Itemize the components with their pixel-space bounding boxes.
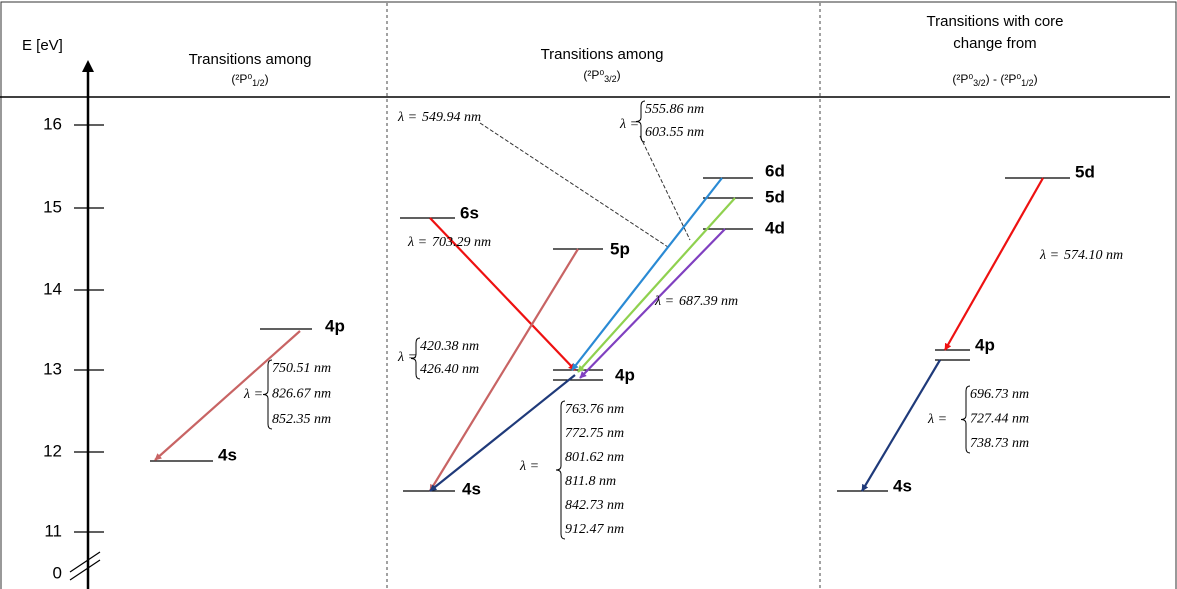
term-subscript: 3/2 — [604, 74, 617, 84]
transition-arrow — [944, 177, 1044, 351]
axis-break — [69, 551, 101, 581]
brace — [262, 359, 273, 430]
lambda-prefix: λ = — [407, 235, 427, 250]
transition-arrow — [571, 177, 723, 371]
brace — [960, 385, 971, 454]
tick-label: 13 — [43, 359, 62, 378]
axis-arrow — [82, 60, 94, 72]
lambda-prefix: λ = — [397, 110, 417, 125]
wavelength: 727.44 nm — [970, 412, 1029, 427]
wavelength: 738.73 nm — [970, 436, 1029, 451]
wavelength: 687.39 nm — [679, 294, 738, 309]
transition-arrow — [429, 217, 576, 371]
tick-label: 16 — [43, 114, 62, 133]
term-subscript: 3/2 — [973, 78, 986, 88]
lambda-prefix: λ = — [1039, 248, 1059, 263]
axis-label: E [eV] — [22, 37, 63, 54]
brace — [410, 337, 421, 380]
term-symbol: (²P⁰3/2) - (²P⁰1/2) — [952, 72, 1037, 88]
lambda-prefix: λ = — [243, 387, 263, 402]
level-label: 4p — [325, 316, 345, 335]
column-title: Transitions with core — [927, 13, 1064, 30]
transition-arrow — [429, 248, 579, 492]
term-text: (²P⁰ — [231, 72, 252, 86]
pointer-line — [479, 122, 669, 248]
level-label: 6s — [460, 203, 479, 222]
level-label: 6d — [765, 161, 785, 180]
wavelength: 912.47 nm — [565, 522, 624, 537]
wavelength: 555.86 nm — [645, 102, 704, 117]
brace — [635, 100, 646, 143]
column-title: change from — [953, 35, 1036, 52]
level-label: 5d — [1075, 162, 1095, 181]
transition-arrow — [861, 359, 941, 492]
term-text: ) - (²P⁰ — [986, 72, 1022, 86]
wavelength: 696.73 nm — [970, 387, 1029, 402]
level-label: 4p — [615, 365, 635, 384]
term-text: (²P⁰ — [952, 72, 973, 86]
column-title: Transitions among — [189, 51, 312, 68]
transition-arrow — [154, 330, 301, 461]
term-text: ) — [265, 72, 269, 86]
term-text: ) — [1034, 72, 1038, 86]
term-text: ) — [617, 68, 621, 82]
level-label: 4s — [893, 476, 912, 495]
lambda-prefix: λ = — [397, 350, 417, 365]
wavelength: 811.8 nm — [565, 474, 616, 489]
wavelength: 801.62 nm — [565, 450, 624, 465]
level-label: 5p — [610, 239, 630, 258]
wavelength: 842.73 nm — [565, 498, 624, 513]
lambda-prefix: λ = — [927, 412, 947, 427]
tick-label: 0 — [53, 563, 62, 582]
brace — [555, 400, 566, 540]
wavelength: 703.29 nm — [432, 235, 491, 250]
term-symbol: (²P⁰3/2) — [583, 68, 620, 84]
wavelength: 426.40 nm — [420, 362, 479, 377]
wavelength: 763.76 nm — [565, 402, 624, 417]
level-label: 4p — [975, 335, 995, 354]
tick-label: 12 — [43, 441, 62, 460]
column-title: Transitions among — [541, 46, 664, 63]
transition-arrow — [579, 228, 726, 379]
level-label: 4s — [218, 445, 237, 464]
transition-arrow — [429, 374, 576, 492]
tick-label: 14 — [43, 279, 62, 298]
level-label: 4d — [765, 218, 785, 237]
tick-label: 11 — [44, 521, 62, 540]
term-subscript: 1/2 — [252, 78, 265, 88]
pointer-line — [639, 135, 691, 241]
wavelength: 826.67 nm — [272, 387, 331, 402]
level-label: 4s — [462, 479, 481, 498]
wavelength: 772.75 nm — [565, 426, 624, 441]
wavelength: 420.38 nm — [420, 339, 479, 354]
lambda-prefix: λ = — [519, 459, 539, 474]
wavelength: 852.35 nm — [272, 412, 331, 427]
wavelength: 549.94 nm — [422, 110, 481, 125]
term-subscript: 1/2 — [1021, 78, 1034, 88]
lambda-prefix: λ = — [654, 294, 674, 309]
wavelength: 603.55 nm — [645, 125, 704, 140]
wavelength: 574.10 nm — [1064, 248, 1123, 263]
transition-arrow — [577, 197, 736, 373]
wavelength: 750.51 nm — [272, 361, 331, 376]
term-text: (²P⁰ — [583, 68, 604, 82]
term-symbol: (²P⁰1/2) — [231, 72, 268, 88]
level-label: 5d — [765, 187, 785, 206]
lambda-prefix: λ = — [619, 117, 639, 132]
tick-label: 15 — [43, 197, 62, 216]
